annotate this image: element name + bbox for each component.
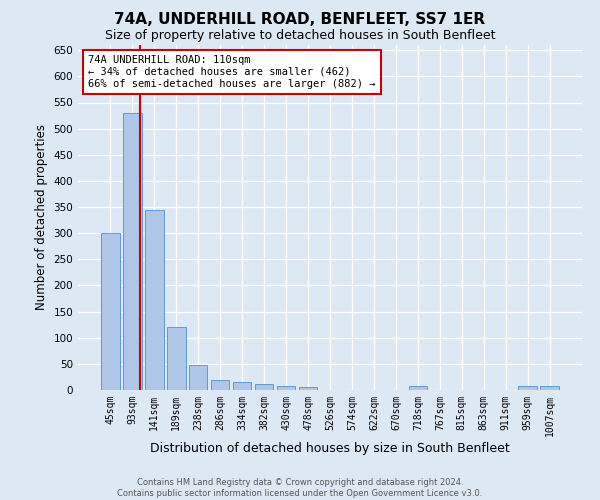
Text: Size of property relative to detached houses in South Benfleet: Size of property relative to detached ho…: [105, 28, 495, 42]
Bar: [123, 113, 142, 390]
Bar: [541, 386, 559, 390]
Bar: [233, 382, 251, 390]
Bar: [255, 384, 274, 390]
Bar: [409, 386, 427, 390]
Bar: [145, 210, 164, 390]
Bar: [101, 233, 119, 390]
X-axis label: Distribution of detached houses by size in South Benfleet: Distribution of detached houses by size …: [150, 442, 510, 454]
Bar: [189, 365, 208, 390]
Y-axis label: Number of detached properties: Number of detached properties: [35, 124, 48, 310]
Bar: [299, 388, 317, 390]
Bar: [211, 380, 229, 390]
Text: Contains HM Land Registry data © Crown copyright and database right 2024.
Contai: Contains HM Land Registry data © Crown c…: [118, 478, 482, 498]
Bar: [167, 328, 185, 390]
Bar: [277, 386, 295, 390]
Text: 74A, UNDERHILL ROAD, BENFLEET, SS7 1ER: 74A, UNDERHILL ROAD, BENFLEET, SS7 1ER: [115, 12, 485, 26]
Text: 74A UNDERHILL ROAD: 110sqm
← 34% of detached houses are smaller (462)
66% of sem: 74A UNDERHILL ROAD: 110sqm ← 34% of deta…: [88, 56, 376, 88]
Bar: [518, 386, 537, 390]
